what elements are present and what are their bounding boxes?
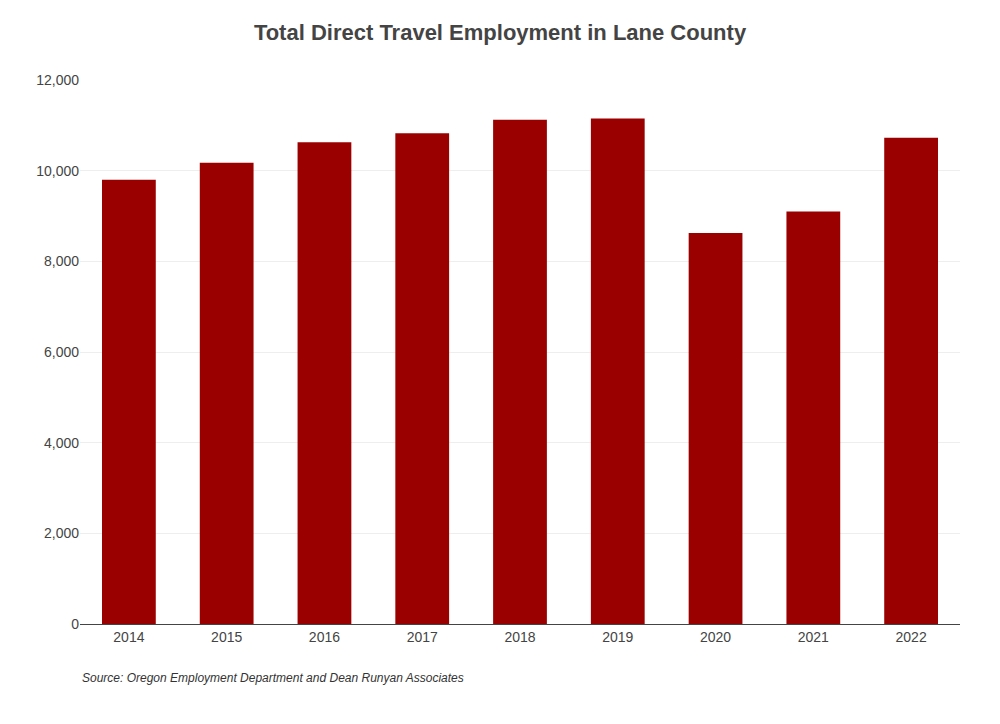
svg-text:8,000: 8,000 <box>44 253 79 269</box>
svg-text:2,000: 2,000 <box>44 525 79 541</box>
svg-text:Total Direct Travel Employment: Total Direct Travel Employment in Lane C… <box>254 20 747 45</box>
svg-text:2019: 2019 <box>602 629 633 645</box>
svg-text:2022: 2022 <box>896 629 927 645</box>
svg-text:Source: Oregon Employment Depa: Source: Oregon Employment Department and… <box>82 671 464 685</box>
svg-text:2014: 2014 <box>113 629 144 645</box>
svg-text:6,000: 6,000 <box>44 344 79 360</box>
svg-text:2021: 2021 <box>798 629 829 645</box>
svg-text:2018: 2018 <box>504 629 535 645</box>
svg-text:2017: 2017 <box>407 629 438 645</box>
svg-text:2016: 2016 <box>309 629 340 645</box>
svg-text:4,000: 4,000 <box>44 435 79 451</box>
svg-text:0: 0 <box>71 616 79 632</box>
svg-text:2015: 2015 <box>211 629 242 645</box>
svg-text:2020: 2020 <box>700 629 731 645</box>
svg-text:12,000: 12,000 <box>36 72 79 88</box>
svg-text:10,000: 10,000 <box>36 163 79 179</box>
